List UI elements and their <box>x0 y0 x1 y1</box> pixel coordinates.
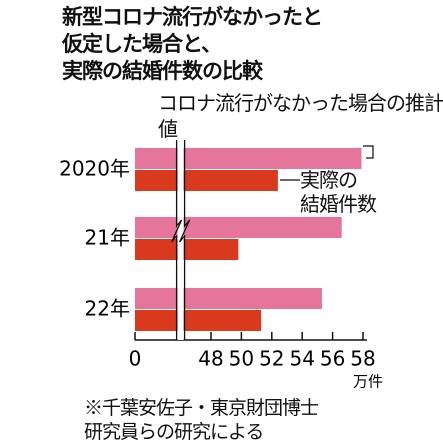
series-label: 実際の 結婚件数 <box>300 168 377 216</box>
x-tick-label: 52 <box>259 347 284 371</box>
y-tick-label: 22年 <box>85 297 130 321</box>
bar <box>135 288 322 309</box>
bar <box>135 170 278 191</box>
x-tick-label: 50 <box>229 347 254 371</box>
axis-break <box>179 140 191 340</box>
footnote: ※千葉安佐子・東京財団博士 研究員らの研究による <box>84 397 319 443</box>
x-tick-label: 48 <box>198 347 223 371</box>
series-label: コロナ流行がなかった場合の推計値 <box>158 91 443 141</box>
bar <box>135 239 239 260</box>
axis-break <box>171 140 183 340</box>
bar <box>135 148 362 169</box>
bar <box>135 217 342 238</box>
x-tick-label: 0 <box>129 347 142 371</box>
bar <box>135 310 262 331</box>
y-tick-label: 2020年 <box>59 157 130 181</box>
x-unit: 万件 <box>353 373 383 391</box>
y-tick-label: 21年 <box>85 226 130 250</box>
leader-line <box>363 145 374 159</box>
x-tick-label: 56 <box>320 347 345 371</box>
x-tick-label: 58 <box>350 347 375 371</box>
chart-title: 新型コロナ流行がなかったと 仮定した場合と、 実際の結婚件数の比較 <box>62 5 323 83</box>
x-tick-label: 54 <box>289 347 314 371</box>
